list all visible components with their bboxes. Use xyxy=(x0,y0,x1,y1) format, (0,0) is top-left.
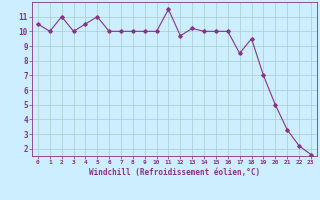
X-axis label: Windchill (Refroidissement éolien,°C): Windchill (Refroidissement éolien,°C) xyxy=(89,168,260,177)
